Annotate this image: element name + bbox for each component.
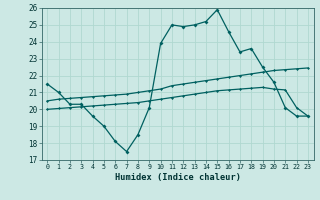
X-axis label: Humidex (Indice chaleur): Humidex (Indice chaleur) xyxy=(115,173,241,182)
